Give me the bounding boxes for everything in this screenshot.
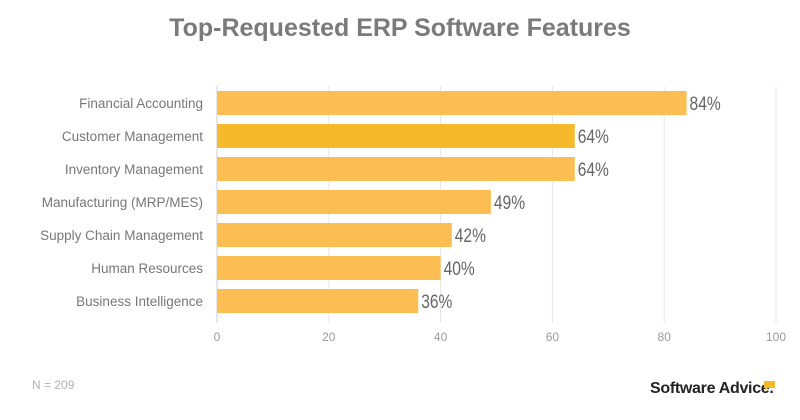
- category-label: Supply Chain Management: [40, 228, 203, 243]
- data-label: 42%: [455, 225, 486, 247]
- bar: [217, 157, 575, 181]
- bar: [217, 124, 575, 148]
- category-label: Business Intelligence: [76, 294, 203, 309]
- x-tick-label: 60: [546, 330, 560, 344]
- bar: [217, 223, 452, 247]
- x-tick-label: 20: [322, 330, 336, 344]
- category-label: Customer Management: [62, 129, 203, 144]
- x-tick-label: 40: [434, 330, 448, 344]
- data-label: 40%: [444, 258, 475, 280]
- category-label: Human Resources: [91, 261, 203, 276]
- category-label: Inventory Management: [65, 162, 203, 177]
- data-label: 84%: [690, 93, 721, 115]
- bar: [217, 289, 419, 313]
- x-tick-label: 80: [658, 330, 672, 344]
- category-label: Manufacturing (MRP/MES): [42, 195, 203, 210]
- data-label: 64%: [578, 159, 609, 181]
- bar: [217, 91, 687, 115]
- x-tick-label: 100: [766, 330, 786, 344]
- bar: [217, 190, 491, 214]
- x-tick-label: 0: [214, 330, 221, 344]
- data-label: 64%: [578, 126, 609, 148]
- data-label: 49%: [494, 192, 525, 214]
- chart-title: Top-Requested ERP Software Features: [169, 14, 631, 42]
- bar: [217, 256, 441, 280]
- speech-bubble-icon: [764, 381, 775, 391]
- brand-logo: Software Advice.: [650, 380, 774, 397]
- category-label: Financial Accounting: [79, 96, 203, 111]
- data-label: 36%: [421, 291, 452, 313]
- sample-size-note: N = 209: [32, 378, 75, 392]
